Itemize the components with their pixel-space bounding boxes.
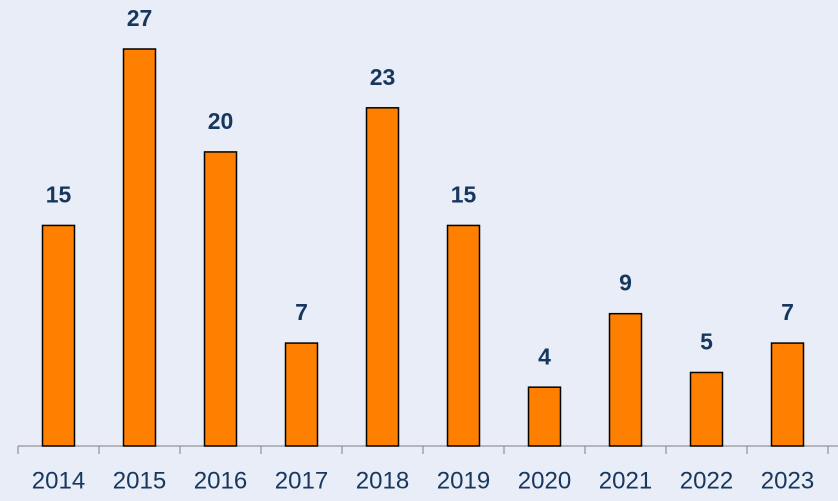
bar [770, 342, 805, 447]
value-label: 20 [208, 108, 234, 134]
x-tick-label: 2017 [275, 467, 328, 494]
value-label: 9 [619, 270, 632, 296]
bar [689, 371, 724, 447]
x-tick-label: 2016 [194, 467, 247, 494]
bar [527, 386, 562, 447]
bar [203, 151, 238, 447]
bar [446, 224, 481, 447]
value-label: 7 [781, 299, 794, 325]
x-tick-label: 2022 [680, 467, 733, 494]
value-label: 27 [127, 5, 153, 31]
value-label: 23 [370, 64, 396, 90]
x-tick-label: 2018 [356, 467, 409, 494]
x-tick-label: 2015 [113, 467, 166, 494]
bar [608, 312, 643, 447]
bar [41, 224, 76, 447]
value-label: 15 [451, 182, 477, 208]
x-tick-label: 2014 [32, 467, 85, 494]
value-label: 5 [700, 329, 713, 355]
bar [365, 107, 400, 447]
x-tick-label: 2019 [437, 467, 490, 494]
bar [284, 342, 319, 447]
x-tick-label: 2020 [518, 467, 571, 494]
value-label: 7 [295, 299, 308, 325]
value-label: 4 [538, 343, 551, 369]
bar [122, 48, 157, 447]
value-label: 15 [46, 182, 72, 208]
x-tick-label: 2023 [761, 467, 814, 494]
x-tick-label: 2021 [599, 467, 652, 494]
